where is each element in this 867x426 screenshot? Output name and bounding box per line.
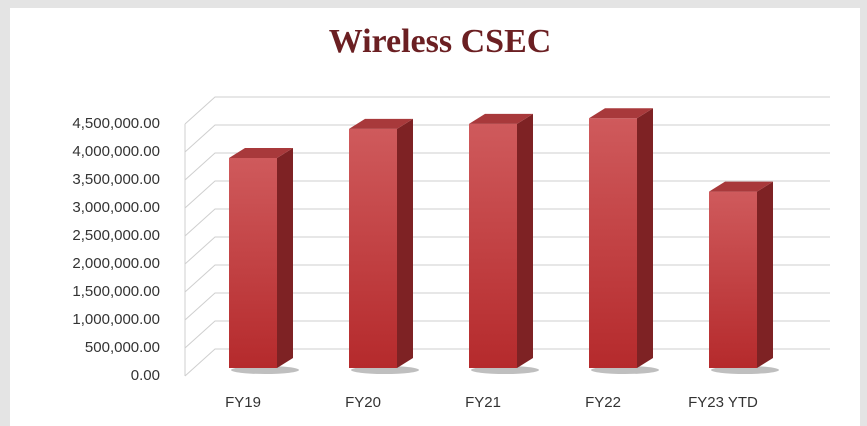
bar-side bbox=[517, 113, 533, 368]
bar-front bbox=[709, 191, 757, 368]
x-tick-label: FY20 bbox=[345, 394, 381, 411]
y-tick-label: 2,000,000.00 bbox=[72, 255, 160, 272]
bar-top bbox=[709, 181, 773, 192]
y-tick-label: 0.00 bbox=[131, 367, 160, 384]
bar-top bbox=[589, 108, 653, 119]
x-tick-label: FY21 bbox=[465, 394, 501, 411]
bar-top bbox=[229, 148, 293, 158]
x-tick-label: FY19 bbox=[225, 394, 261, 411]
y-tick-label: 3,500,000.00 bbox=[72, 171, 160, 188]
y-tick-label: 2,500,000.00 bbox=[72, 227, 160, 244]
bar-side bbox=[277, 148, 293, 368]
y-tick-label: 1,000,000.00 bbox=[72, 311, 160, 328]
x-tick-label: FY23 YTD bbox=[688, 394, 758, 411]
y-tick-label: 1,500,000.00 bbox=[72, 283, 160, 300]
x-tick-label: FY22 bbox=[585, 394, 621, 411]
y-tick-label: 3,000,000.00 bbox=[72, 199, 160, 216]
bar-front bbox=[589, 118, 637, 369]
y-tick-label: 500,000.00 bbox=[85, 339, 160, 356]
bar-top bbox=[469, 113, 533, 124]
grid-line bbox=[184, 96, 830, 125]
chart-title: Wireless CSEC bbox=[329, 23, 552, 60]
bar-side bbox=[397, 118, 413, 368]
y-tick-label: 4,500,000.00 bbox=[72, 115, 160, 132]
bar-front bbox=[229, 158, 277, 368]
bar-front bbox=[349, 128, 397, 368]
bar-top bbox=[349, 118, 413, 129]
bar-side bbox=[637, 108, 653, 369]
bar-side bbox=[757, 181, 773, 368]
bar-front bbox=[469, 123, 517, 368]
y-tick-label: 4,000,000.00 bbox=[72, 143, 160, 160]
